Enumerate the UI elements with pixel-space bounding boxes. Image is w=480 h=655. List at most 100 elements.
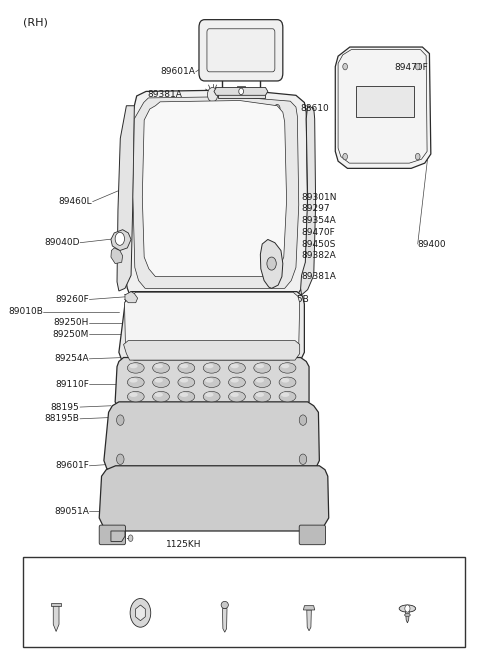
FancyBboxPatch shape (299, 525, 325, 545)
Text: 89301N: 89301N (301, 193, 337, 202)
Circle shape (343, 64, 348, 70)
Ellipse shape (228, 377, 245, 388)
Text: 89297: 89297 (301, 204, 330, 214)
Polygon shape (260, 240, 283, 288)
Circle shape (299, 415, 307, 425)
Polygon shape (133, 97, 299, 288)
Polygon shape (214, 88, 268, 96)
Ellipse shape (178, 377, 195, 388)
Text: 88610: 88610 (300, 104, 329, 113)
Polygon shape (111, 248, 122, 263)
Ellipse shape (205, 364, 214, 368)
Ellipse shape (281, 364, 289, 368)
Text: 12431A: 12431A (39, 563, 73, 572)
Text: 89381A: 89381A (148, 90, 182, 99)
Polygon shape (123, 341, 300, 360)
Polygon shape (51, 603, 61, 606)
Ellipse shape (230, 392, 239, 397)
Text: 89045B: 89045B (275, 295, 309, 304)
Polygon shape (111, 230, 131, 251)
Polygon shape (238, 86, 245, 92)
Ellipse shape (180, 378, 188, 383)
Polygon shape (111, 531, 125, 542)
Text: 1125KH: 1125KH (166, 540, 201, 548)
Polygon shape (142, 100, 287, 276)
Ellipse shape (205, 378, 214, 383)
Circle shape (117, 454, 124, 464)
Ellipse shape (399, 605, 416, 612)
Text: 89381A: 89381A (301, 272, 336, 281)
Circle shape (239, 88, 243, 95)
Polygon shape (99, 466, 329, 531)
Ellipse shape (230, 378, 239, 383)
Text: 88195B: 88195B (45, 415, 80, 423)
Polygon shape (124, 292, 300, 360)
Polygon shape (125, 90, 308, 304)
Polygon shape (117, 105, 134, 291)
Ellipse shape (203, 392, 220, 402)
Bar (24, 557, 466, 647)
Ellipse shape (203, 377, 220, 388)
Polygon shape (216, 131, 225, 136)
Polygon shape (104, 402, 319, 474)
Text: 89470F: 89470F (301, 228, 336, 236)
Ellipse shape (127, 363, 144, 373)
Circle shape (207, 88, 218, 102)
Ellipse shape (153, 363, 169, 373)
Text: 89354A: 89354A (301, 216, 336, 225)
Text: 89382A: 89382A (144, 117, 180, 126)
Ellipse shape (153, 377, 169, 388)
Text: 89051A: 89051A (54, 507, 89, 516)
Polygon shape (115, 358, 309, 411)
Circle shape (267, 257, 276, 270)
Ellipse shape (254, 392, 271, 402)
Text: 89250H: 89250H (54, 318, 89, 328)
Text: 89010B: 89010B (8, 307, 43, 316)
Ellipse shape (228, 363, 245, 373)
Text: 1339CD: 1339CD (122, 563, 158, 572)
Ellipse shape (230, 364, 239, 368)
Text: 89254A: 89254A (54, 354, 89, 364)
Polygon shape (216, 119, 223, 124)
Ellipse shape (281, 392, 289, 397)
Text: 89379: 89379 (393, 563, 422, 572)
Text: 89260F: 89260F (55, 295, 89, 304)
Polygon shape (125, 291, 138, 303)
Circle shape (275, 104, 280, 112)
Ellipse shape (228, 392, 245, 402)
Ellipse shape (221, 601, 228, 608)
Text: 89460L: 89460L (59, 197, 92, 206)
Circle shape (128, 535, 133, 542)
Ellipse shape (127, 377, 144, 388)
Text: 89601A: 89601A (160, 67, 195, 77)
Ellipse shape (254, 363, 271, 373)
Polygon shape (218, 93, 264, 98)
Text: (RH): (RH) (24, 17, 48, 28)
Ellipse shape (178, 363, 195, 373)
Text: 89470F: 89470F (394, 64, 428, 73)
Text: 88195: 88195 (51, 403, 80, 411)
Ellipse shape (256, 364, 264, 368)
Ellipse shape (155, 364, 163, 368)
Polygon shape (222, 608, 227, 632)
Ellipse shape (203, 363, 220, 373)
Ellipse shape (180, 364, 188, 368)
Ellipse shape (153, 392, 169, 402)
Polygon shape (119, 291, 304, 365)
Ellipse shape (254, 377, 271, 388)
Polygon shape (406, 611, 409, 623)
Polygon shape (300, 105, 316, 295)
Text: 89843A: 89843A (292, 563, 326, 572)
Text: 89400: 89400 (418, 240, 446, 248)
Polygon shape (303, 606, 315, 610)
Text: 89110F: 89110F (55, 380, 89, 389)
Ellipse shape (155, 392, 163, 397)
Circle shape (415, 64, 420, 70)
Ellipse shape (279, 363, 296, 373)
Text: 88610C: 88610C (150, 104, 185, 113)
FancyBboxPatch shape (199, 20, 283, 81)
Ellipse shape (205, 392, 214, 397)
Ellipse shape (405, 614, 410, 616)
Polygon shape (307, 610, 312, 631)
Text: 89382A: 89382A (301, 252, 336, 260)
